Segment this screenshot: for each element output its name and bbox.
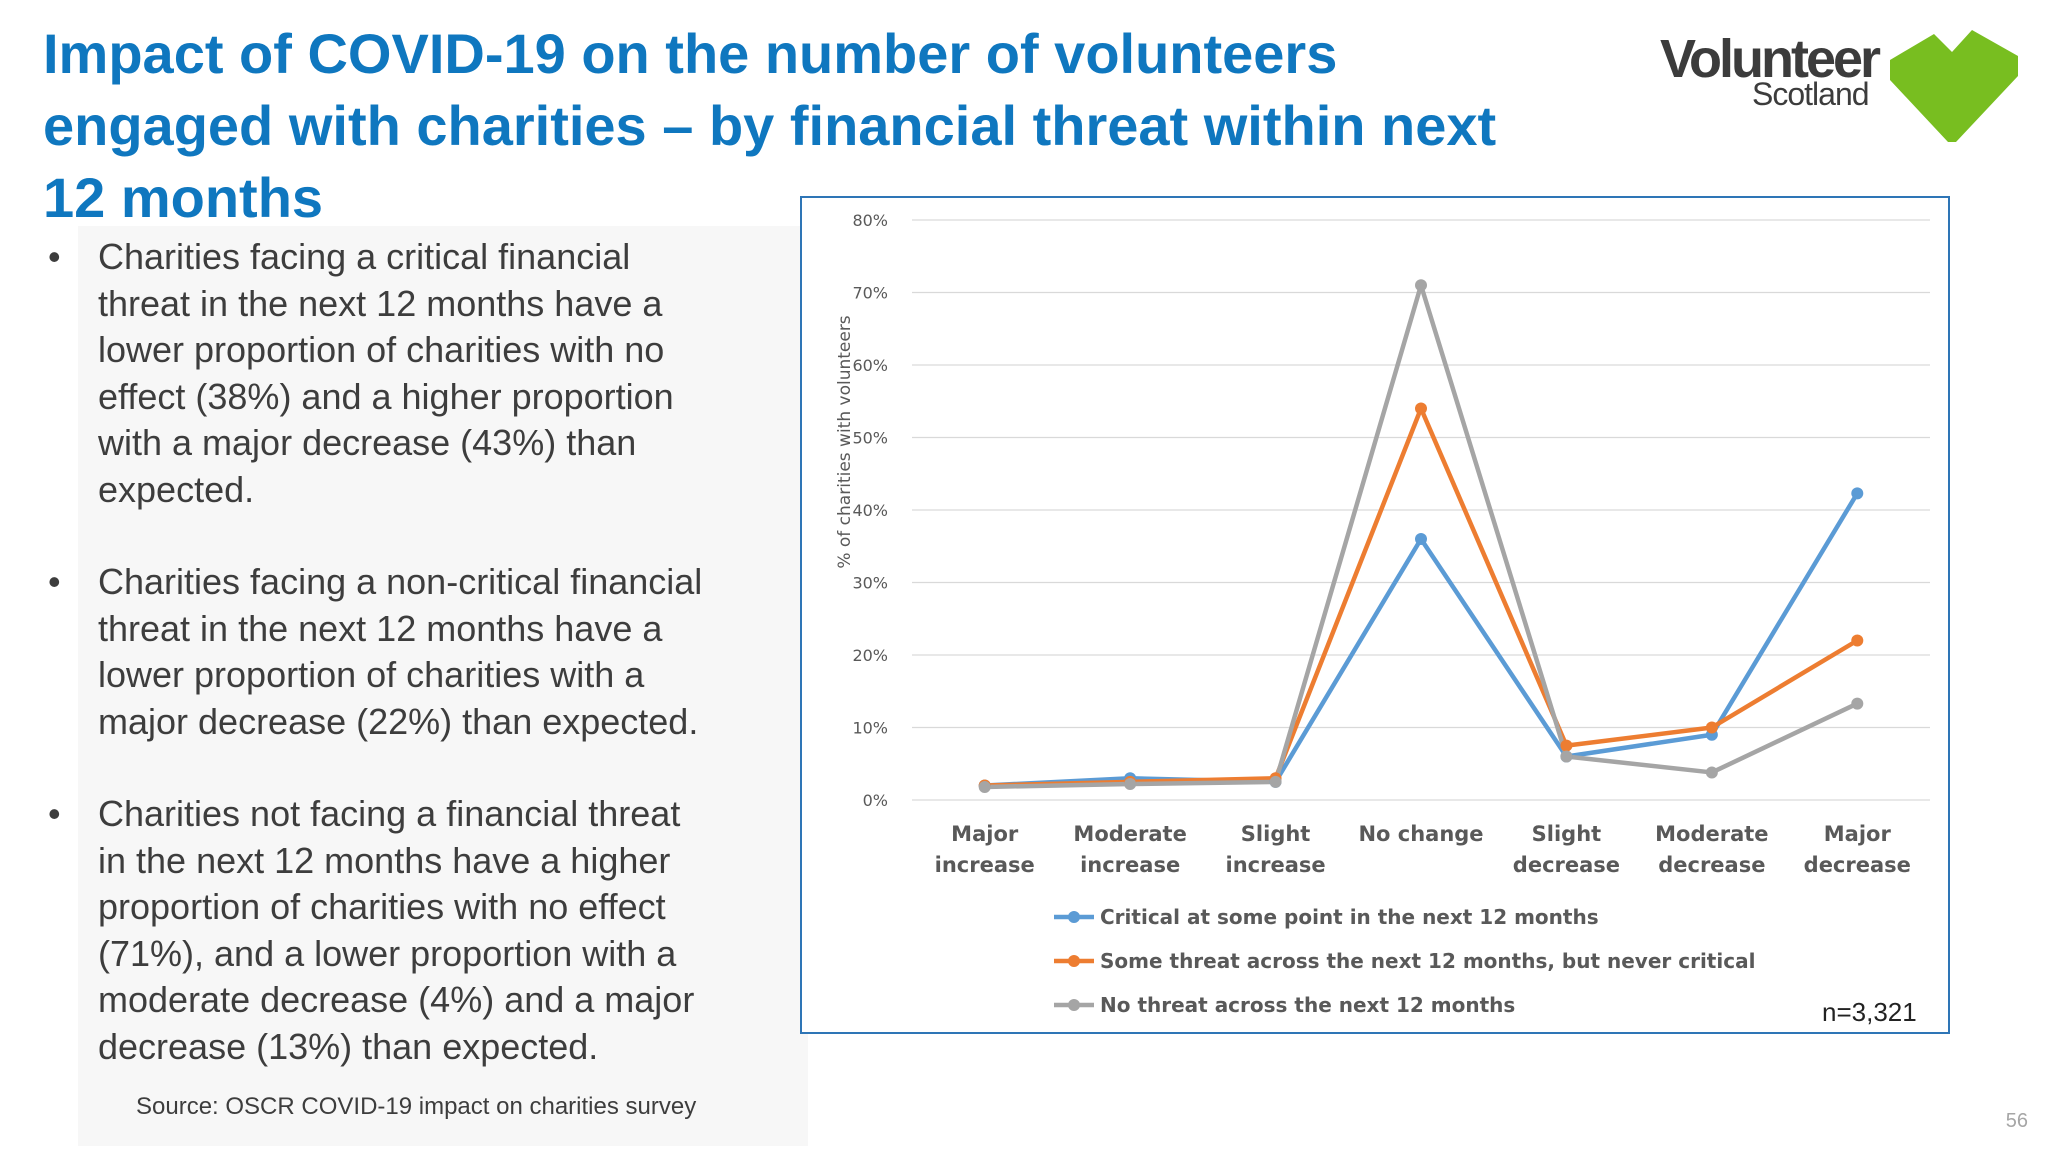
data-point [1415,402,1427,415]
x-tick-label-line: increase [1080,853,1180,877]
data-point [1415,533,1427,545]
text-panel-background [78,226,808,1146]
x-tick-label-line: increase [1226,853,1326,877]
data-point [1124,778,1137,791]
x-tick-label-line: Major [951,822,1019,846]
heart-icon [1890,30,2018,142]
y-axis-ticks: 0% 10% 20% 30% 40% 50% 60% 70% 80% [852,211,888,810]
data-point [1415,279,1427,292]
finding-critical: • Charities facing a critical financial … [44,234,784,513]
legend-label: Critical at some point in the next 12 mo… [1100,905,1599,929]
source-note: Source: OSCR COVID-19 impact on charitie… [136,1093,697,1120]
x-tick-label-line: decrease [1804,853,1911,877]
y-tick-label: 20% [852,646,888,665]
title-line-2: engaged with charities – by financial th… [43,94,1497,157]
finding-line: lower proportion of charities with no [98,329,665,370]
y-tick-label: 50% [852,429,888,448]
data-point [1851,487,1864,500]
finding-line: effect (38%) and a higher proportion [98,375,674,417]
title-line-3: 12 months [43,166,324,229]
bullet-marker: • [48,793,61,834]
volunteer-scotland-logo: Volunteer Scotland [1656,22,2036,152]
y-tick-label: 60% [852,356,888,375]
x-tick-label: Moderate decrease [1655,822,1768,877]
data-point [1705,721,1718,734]
x-tick-label: No change [1358,822,1483,846]
data-point [1560,739,1573,752]
y-tick-label: 10% [852,719,888,738]
series-lines [978,279,1864,793]
legend-label: No threat across the next 12 months [1100,993,1515,1017]
finding-line: lower proportion of charities with a [98,654,645,695]
finding-line: threat in the next 12 months have a [98,607,663,649]
finding-line: (71%), and a lower proportion with a [98,932,677,974]
bullet-marker: • [48,561,61,602]
data-point [1560,750,1573,763]
finding-line: moderate decrease (4%) and a major [98,979,695,1020]
gridlines [912,219,1930,801]
finding-line: proportion of charities with no effect [98,886,666,927]
x-tick-label-line: Slight [1241,822,1311,846]
x-tick-label: Moderate increase [1073,822,1186,877]
y-tick-label: 0% [863,791,888,810]
x-tick-label-line: decrease [1513,853,1620,877]
findings-list: • Charities facing a critical financial … [44,234,784,1116]
finding-non-critical: • Charities facing a non-critical financ… [44,559,784,745]
title-line-1: Impact of COVID-19 on the number of volu… [43,22,1338,85]
x-tick-label: Slight decrease [1513,822,1620,877]
data-point [1851,634,1864,647]
page-title: Impact of COVID-19 on the number of volu… [43,18,1643,234]
x-axis-ticks: Major increase Moderate increase Slight incre… [935,822,1911,877]
x-tick-label: Major decrease [1804,822,1911,877]
legend-swatch-marker [1068,911,1080,923]
data-point [1851,697,1864,710]
y-tick-label: 70% [852,284,888,303]
y-tick-label: 80% [852,211,888,230]
legend-label: Some threat across the next 12 months, b… [1100,949,1755,973]
sample-size-annotation: n=3,321 [1822,997,1917,1027]
page-number: 56 [2005,1110,2028,1132]
y-tick-label: 40% [852,501,888,520]
finding-line: major decrease (22%) than expected. [98,700,699,742]
finding-line: Charities facing a critical financial [98,236,631,277]
finding-line: in the next 12 months have a higher [98,839,671,881]
finding-line: Charities not facing a financial threat [98,793,681,834]
line-chart: 0% 10% 20% 30% 40% 50% 60% 70% 80% % of charitie… [800,196,1950,1034]
y-tick-label: 30% [852,574,888,593]
finding-no-threat: • Charities not facing a financial threa… [44,791,784,1070]
legend-swatch-marker [1068,999,1080,1011]
x-tick-label-line: Moderate [1655,822,1768,846]
x-tick-label-line: No change [1358,822,1483,846]
data-point [978,780,991,793]
x-tick-label-line: Moderate [1073,822,1186,846]
y-axis-label: % of charities with volunteers [835,315,855,568]
logo-wordmark: Volunteer [1660,29,1881,89]
data-point [1269,775,1282,788]
finding-line: threat in the next 12 months have a [98,282,663,324]
x-tick-label-line: decrease [1658,853,1765,877]
x-tick-label-line: Major [1824,822,1892,846]
x-tick-label: Major increase [935,822,1035,877]
finding-line: with a major decrease (43%) than [98,422,637,463]
finding-line: expected. [98,468,255,510]
finding-line: Charities facing a non-critical financia… [98,561,703,602]
x-tick-label-line: increase [935,853,1035,877]
chart-legend: Critical at some point in the next 12 mo… [1054,905,1755,1017]
legend-swatch-marker [1068,955,1080,967]
chart-canvas: 0% 10% 20% 30% 40% 50% 60% 70% 80% % of charitie… [835,211,1930,1017]
logo-subtitle: Scotland [1752,76,1870,112]
finding-line: decrease (13%) than expected. [98,1025,599,1067]
x-tick-label: Slight increase [1226,822,1326,877]
series-line [982,406,1860,788]
x-tick-label-line: Slight [1532,822,1602,846]
data-point [1705,766,1718,779]
bullet-marker: • [48,236,61,277]
